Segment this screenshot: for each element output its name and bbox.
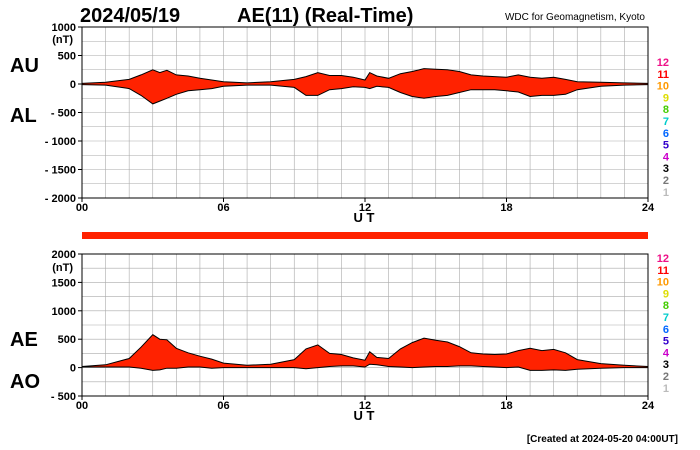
top-unit-label: (nT) [52, 34, 73, 46]
date-label: 2024/05/19 [80, 5, 180, 27]
station-legend-item: 2 [663, 175, 669, 187]
bottom-x-axis-label: U T [354, 408, 375, 423]
station-legend-item: 5 [663, 336, 669, 348]
au-label: AU [10, 55, 39, 77]
y-tick-label: 0 [70, 363, 76, 375]
ae-label: AE [10, 329, 38, 351]
x-tick-label: 24 [642, 400, 655, 412]
station-legend-item: 4 [663, 151, 670, 163]
y-tick-label: 1000 [52, 306, 76, 318]
x-tick-label: 06 [217, 202, 229, 214]
station-legend-item: 11 [657, 265, 669, 277]
al-label: AL [10, 105, 37, 127]
ao-line [82, 363, 648, 371]
station-legend-item: 10 [657, 277, 669, 289]
y-tick-label: - 1500 [45, 165, 76, 177]
x-tick-label: 00 [76, 400, 88, 412]
station-legend-item: 2 [663, 371, 669, 383]
y-tick-label: - 500 [51, 108, 76, 120]
x-tick-label: 18 [500, 400, 512, 412]
station-legend-item: 8 [663, 300, 669, 312]
y-tick-label: - 1000 [45, 136, 76, 148]
x-tick-label: 12 [359, 202, 371, 214]
y-tick-label: 1000 [52, 22, 76, 34]
station-legend-item: 9 [663, 288, 669, 300]
station-legend-item: 10 [657, 81, 669, 93]
bottom-x-ticks: 00 06 12 18 24 [76, 396, 655, 412]
y-tick-label: - 2000 [45, 193, 76, 205]
station-legend-item: 6 [663, 324, 669, 336]
ae-ao-area [82, 334, 648, 371]
top-grid [82, 27, 648, 198]
au-line [81, 68, 649, 84]
station-legend-item: 8 [663, 104, 669, 116]
station-legend-item: 6 [663, 128, 669, 140]
y-tick-label: 2000 [52, 249, 76, 261]
top-x-axis-label: U T [354, 210, 375, 225]
source-label: WDC for Geomagnetism, Kyoto [505, 12, 645, 23]
station-legend-item: 12 [657, 253, 669, 265]
bottom-y-ticks: 2000 1500 1000 500 0 - 500 [51, 249, 82, 403]
bottom-grid [82, 254, 648, 396]
y-tick-label: 0 [70, 79, 76, 91]
station-legend-item: 11 [657, 69, 669, 81]
station-legend-item: 1 [663, 187, 669, 199]
y-tick-label: 500 [58, 334, 76, 346]
top-x-ticks: 00 06 12 18 24 [76, 198, 655, 214]
ae-ao-panel: 2000 1500 1000 500 0 - 500 00 06 12 18 24 (nT) AE… [10, 249, 655, 423]
station-legend-item: 3 [663, 359, 669, 371]
y-tick-label: - 500 [51, 391, 76, 403]
created-label: [Created at 2024-05-20 04:00UT] [527, 434, 678, 445]
x-tick-label: 18 [500, 202, 512, 214]
station-legend-item: 7 [663, 116, 669, 128]
station-legend-item: 4 [663, 347, 670, 359]
x-tick-label: 24 [642, 202, 655, 214]
al-line [81, 84, 649, 105]
ae-line [81, 334, 649, 367]
x-tick-label: 00 [76, 202, 88, 214]
ao-label: AO [10, 371, 40, 393]
y-tick-label: 500 [58, 51, 76, 63]
station-legend-item: 9 [663, 92, 669, 104]
y-tick-label: 1500 [52, 277, 76, 289]
station-legend-item: 12 [657, 57, 669, 69]
station-legend-item: 1 [663, 383, 669, 395]
x-tick-label: 12 [359, 400, 371, 412]
au-al-panel: 1000 500 0 - 500 - 1000 - 1500 - 2000 00 06 12 18… [10, 22, 655, 225]
x-tick-label: 06 [217, 400, 229, 412]
station-legend-item: 3 [663, 163, 669, 175]
bottom-unit-label: (nT) [52, 262, 73, 274]
separator-bar [82, 232, 648, 239]
station-legend-item: 7 [663, 312, 669, 324]
chart-title: AE(11) (Real-Time) [237, 5, 413, 27]
station-legend-item: 5 [663, 140, 669, 152]
top-y-ticks: 1000 500 0 - 500 - 1000 - 1500 - 2000 [45, 22, 82, 205]
